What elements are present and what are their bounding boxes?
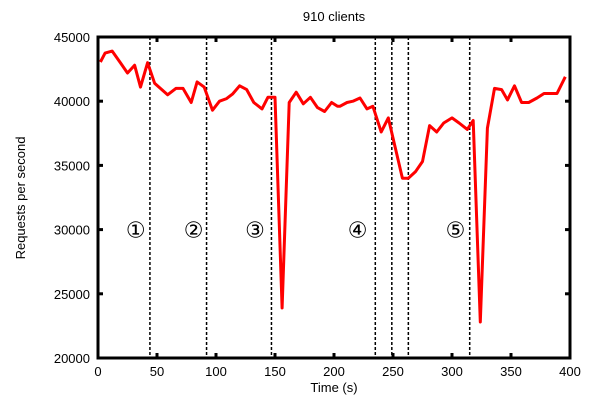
phase-label: ① xyxy=(126,218,146,243)
phase-label: ③ xyxy=(245,218,265,243)
x-tick-label: 400 xyxy=(559,364,581,379)
y-tick-label: 35000 xyxy=(54,158,90,173)
x-tick-label: 0 xyxy=(94,364,101,379)
data-series-line xyxy=(99,49,567,324)
y-tick-label: 30000 xyxy=(54,223,90,238)
x-tick-label: 150 xyxy=(264,364,286,379)
plot-frame xyxy=(96,35,572,360)
x-axis-label: Time (s) xyxy=(310,380,357,395)
x-tick-label: 250 xyxy=(382,364,404,379)
phase-label: ④ xyxy=(348,218,368,243)
phase-label: ② xyxy=(184,218,204,243)
phase-label: ⑤ xyxy=(446,218,466,243)
x-tick-label: 350 xyxy=(500,364,522,379)
y-tick-label: 40000 xyxy=(54,94,90,109)
chart-title: 910 clients xyxy=(303,9,366,24)
y-tick-label: 25000 xyxy=(54,287,90,302)
y-tick-label: 20000 xyxy=(54,351,90,366)
x-tick-label: 200 xyxy=(323,364,345,379)
x-tick-label: 100 xyxy=(205,364,227,379)
y-tick-label: 45000 xyxy=(54,30,90,45)
y-axis-label: Requests per second xyxy=(13,137,28,260)
x-tick-label: 300 xyxy=(441,364,463,379)
x-tick-label: 50 xyxy=(150,364,164,379)
